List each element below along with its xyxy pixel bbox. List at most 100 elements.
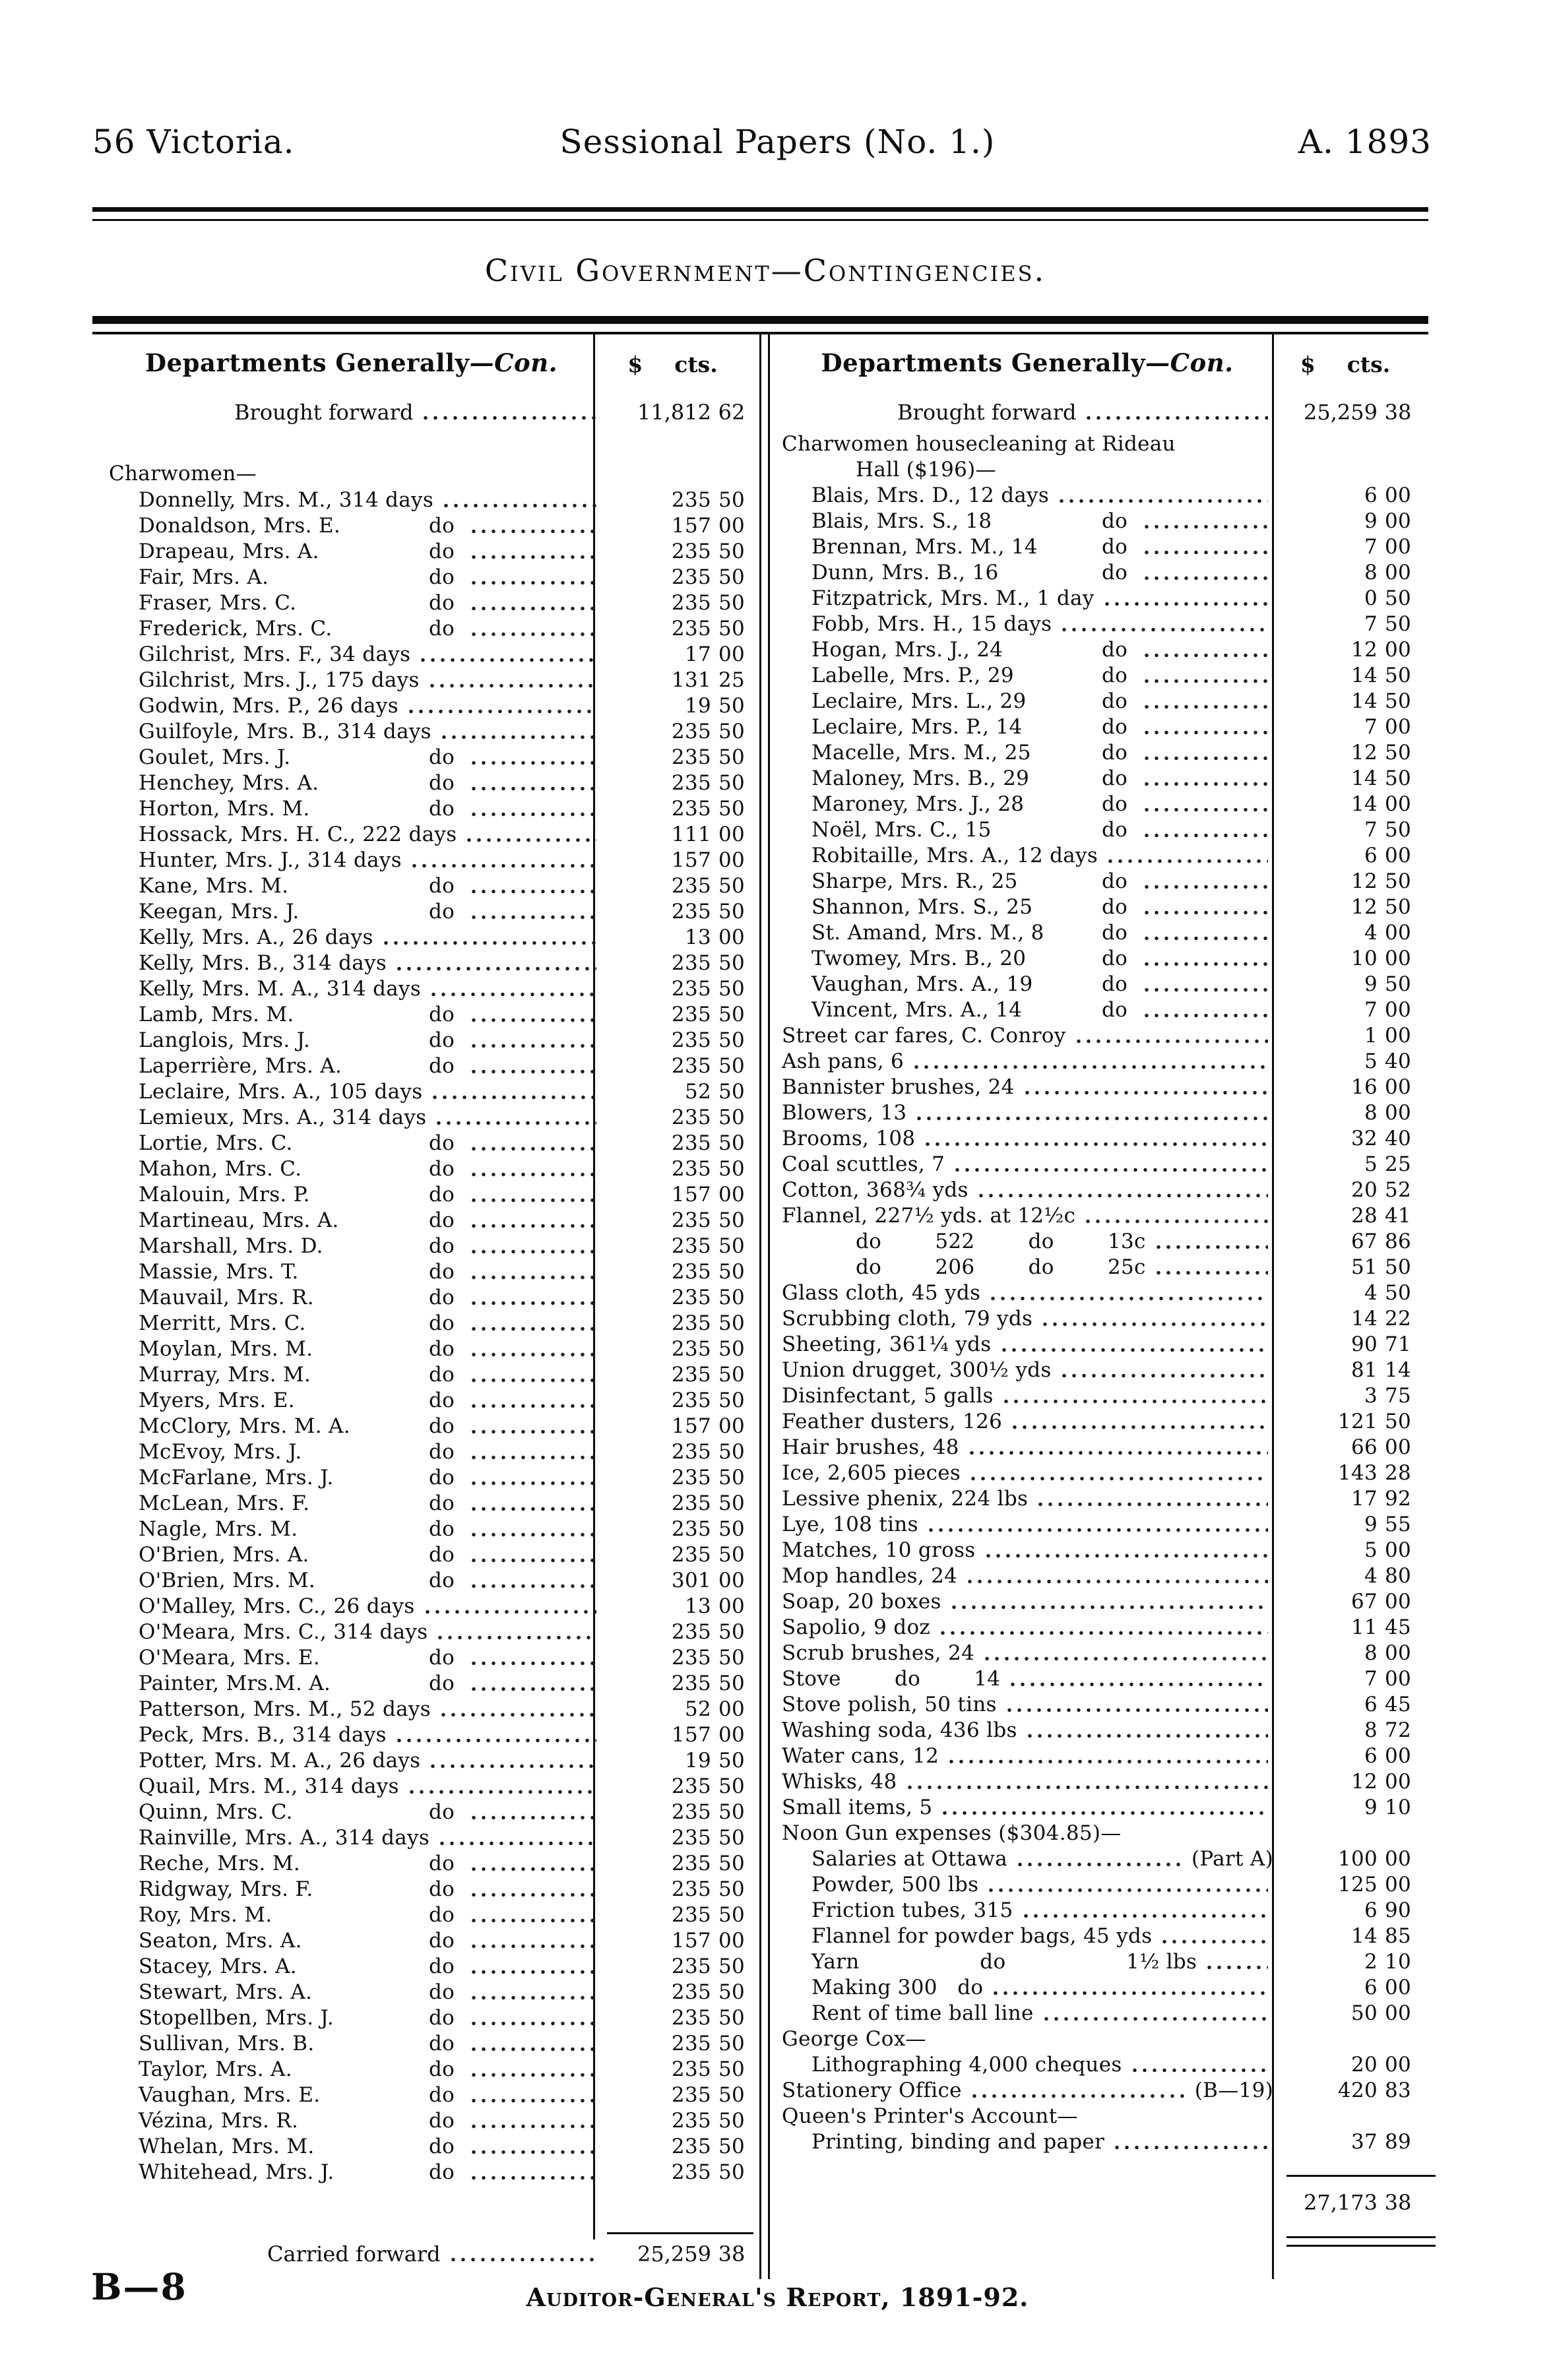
amount-dollars: 8 bbox=[1364, 1718, 1378, 1742]
amount-cents: 50 bbox=[718, 951, 746, 975]
amount-cents: 50 bbox=[718, 1955, 746, 1978]
amount-cents: 62 bbox=[718, 400, 746, 425]
row-label: Yarn do 1½ lbs bbox=[811, 1950, 1197, 1974]
table-row: O'Brien, Mrs. A. do 235 50 bbox=[109, 1543, 752, 1569]
amount-dollars: 235 bbox=[671, 1131, 711, 1155]
amount-dollars: 14 bbox=[1350, 1924, 1378, 1948]
ditto-mark: do bbox=[1102, 741, 1128, 765]
amount-dollars: 25,259 bbox=[1304, 400, 1378, 425]
row-label: Glass cloth, 45 yds bbox=[782, 1281, 981, 1305]
row-label: Malouin, Mrs. P. bbox=[139, 1183, 310, 1206]
table-row: McClory, Mrs. M. A. do 157 00 bbox=[109, 1414, 752, 1440]
amount-cents: 50 bbox=[1384, 612, 1412, 636]
amount-cents: 50 bbox=[718, 565, 746, 589]
dot-leader bbox=[470, 1944, 596, 1949]
amount-cents: 00 bbox=[718, 1697, 746, 1721]
amount-dollars: 7 bbox=[1364, 1667, 1378, 1691]
amount-cents: 50 bbox=[718, 1543, 746, 1567]
row-label: Donnelly, Mrs. M., 314 days bbox=[139, 488, 434, 512]
amount-dollars: 157 bbox=[671, 1414, 711, 1438]
dot-leader bbox=[470, 1815, 596, 1820]
dot-leader bbox=[435, 1121, 596, 1125]
dot-leader bbox=[1085, 415, 1268, 420]
left-dollar-sign: $ bbox=[627, 352, 643, 377]
row-label: Sharpe, Mrs. R., 25 bbox=[811, 869, 1018, 893]
amount-dollars: 14 bbox=[1350, 1307, 1378, 1331]
amount-dollars: 100 bbox=[1337, 1847, 1378, 1871]
row-label: Lortie, Mrs. C. bbox=[139, 1131, 293, 1155]
ditto-mark: do bbox=[429, 797, 455, 821]
amount-cents: 50 bbox=[718, 1363, 746, 1387]
dot-leader bbox=[1143, 756, 1268, 761]
dot-leader bbox=[422, 415, 596, 420]
amount-dollars: 81 bbox=[1350, 1358, 1378, 1382]
amount-cents: 80 bbox=[1384, 1564, 1412, 1588]
row-label: Guilfoyle, Mrs. B., 314 days bbox=[139, 720, 431, 743]
amount-dollars: 235 bbox=[671, 1491, 711, 1515]
ditto-mark: do bbox=[429, 1852, 455, 1875]
amount-dollars: 235 bbox=[671, 1311, 711, 1335]
row-label: Vincent, Mrs. A., 14 bbox=[811, 998, 1023, 1022]
amount-dollars: 131 bbox=[671, 668, 711, 692]
dot-leader bbox=[470, 529, 596, 534]
amount-dollars: 19 bbox=[684, 694, 711, 718]
table-row: Rent of time ball line 50 00 bbox=[782, 2001, 1418, 2027]
amount-cents: 50 bbox=[718, 1620, 746, 1644]
table-row: Stewart, Mrs. A. do 235 50 bbox=[109, 1980, 752, 2006]
amount-dollars: 27,173 bbox=[1304, 2190, 1378, 2215]
dot-leader bbox=[470, 889, 596, 894]
table-row: Yarn do 1½ lbs 2 10 bbox=[782, 1950, 1418, 1976]
amount-dollars: 8 bbox=[1364, 1641, 1378, 1665]
table-row: Patterson, Mrs. M., 52 days 52 00 bbox=[109, 1697, 752, 1723]
dot-leader bbox=[395, 1738, 596, 1743]
dot-leader bbox=[992, 1991, 1268, 1995]
dot-leader bbox=[470, 2150, 596, 2154]
table-row: Kelly, Mrs. A., 26 days 13 00 bbox=[109, 925, 752, 951]
amount-cents: 50 bbox=[718, 617, 746, 641]
row-label: Nagle, Mrs. M. bbox=[139, 1517, 298, 1541]
left-column-heading-con: —Con. bbox=[469, 348, 558, 377]
dot-leader bbox=[1143, 705, 1268, 709]
ditto-mark: do bbox=[429, 1517, 455, 1541]
table-row: Brooms, 108 32 40 bbox=[782, 1127, 1418, 1152]
row-label: Coal scuttles, 7 bbox=[782, 1152, 945, 1176]
signature-mark: B—8 bbox=[91, 2265, 187, 2308]
ditto-mark: do bbox=[429, 2032, 455, 2055]
table-row: Laperrière, Mrs. A. do 235 50 bbox=[109, 1054, 752, 1080]
section-row: Hall ($196)— bbox=[782, 458, 1418, 484]
amount-dollars: 235 bbox=[671, 2057, 711, 2081]
dot-leader bbox=[967, 1579, 1268, 1584]
amount-cents: 50 bbox=[718, 874, 746, 898]
row-label: Taylor, Mrs. A. bbox=[139, 2057, 292, 2081]
row-label: Henchey, Mrs. A. bbox=[139, 771, 319, 795]
row-label: Mauvail, Mrs. R. bbox=[139, 1286, 314, 1309]
table-row: Martineau, Mrs. A. do 235 50 bbox=[109, 1208, 752, 1234]
dot-leader bbox=[470, 1378, 596, 1383]
dot-leader bbox=[470, 1481, 596, 1486]
row-label: Murray, Mrs. M. bbox=[139, 1363, 311, 1387]
table-row: Whitehead, Mrs. J. do 235 50 bbox=[109, 2160, 752, 2186]
ditto-mark: do bbox=[429, 1466, 455, 1489]
dot-leader bbox=[470, 1327, 596, 1331]
table-row: Horton, Mrs. M. do 235 50 bbox=[109, 797, 752, 823]
amount-cents: 50 bbox=[1384, 767, 1412, 790]
row-label: Potter, Mrs. M. A., 26 days bbox=[139, 1749, 421, 1772]
dot-leader bbox=[470, 1069, 596, 1074]
amount-cents: 00 bbox=[1384, 1976, 1412, 1999]
amount-dollars: 235 bbox=[671, 951, 711, 975]
ditto-mark: do bbox=[1102, 947, 1128, 970]
table-row: Maloney, Mrs. B., 29 do 14 50 bbox=[782, 767, 1418, 792]
row-label: Vaughan, Mrs. E. bbox=[139, 2083, 321, 2107]
carried-forward-row: Carried forward 25,259 38 bbox=[109, 2241, 752, 2268]
amount-cents: 00 bbox=[718, 823, 746, 846]
table-row: Whelan, Mrs. M. do 235 50 bbox=[109, 2135, 752, 2160]
table-row: Labelle, Mrs. P., 29 do 14 50 bbox=[782, 664, 1418, 689]
dot-leader bbox=[470, 2098, 596, 2103]
table-row: Blais, Mrs. S., 18 do 9 00 bbox=[782, 509, 1418, 535]
ditto-mark: do bbox=[1102, 869, 1128, 893]
amount-dollars: 235 bbox=[671, 1157, 711, 1181]
amount-dollars: 67 bbox=[1350, 1230, 1378, 1253]
dot-leader bbox=[470, 1584, 596, 1588]
dot-leader bbox=[470, 812, 596, 817]
table-row: Mop handles, 24 4 80 bbox=[782, 1564, 1418, 1590]
